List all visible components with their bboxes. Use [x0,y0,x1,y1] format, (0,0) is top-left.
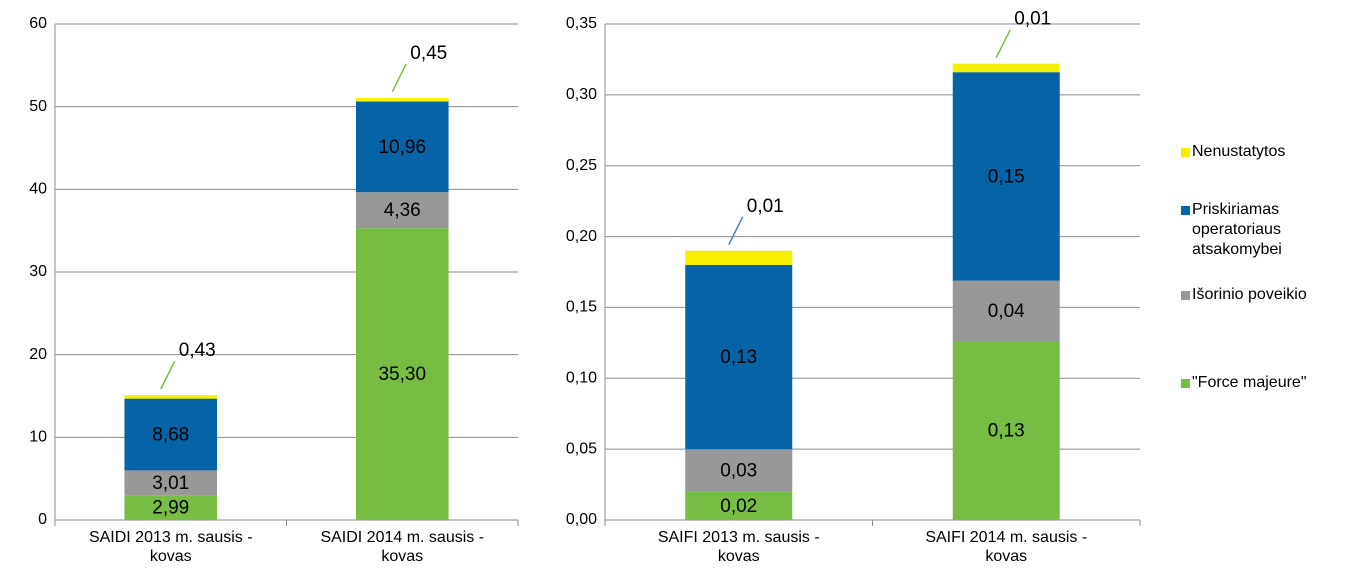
leader-line [728,216,744,246]
bar-segment [355,101,449,193]
leader-line [995,29,1011,59]
y-tick-label: 0,15 [566,299,597,316]
x-tick-label: SAIFI 2013 m. sausis - kovas [657,529,820,565]
bar-segment [124,495,218,520]
data-label: 0,01 [1014,9,1051,30]
y-tick-label: 0,25 [566,157,597,174]
data-label: 0,45 [410,43,447,64]
x-tick-label: SAIFI 2014 m. sausis - kovas [925,529,1088,565]
y-tick-label: 0,30 [566,86,597,103]
bar-segment [124,398,218,471]
x-tick-label: SAIDI 2013 m. sausis - kovas [88,529,253,565]
bar-segment [124,395,218,399]
bar-segment [685,264,793,450]
legend-swatch [1181,148,1190,157]
y-tick-label: 0,05 [566,440,597,457]
leader-line [391,63,407,93]
legend-swatch [1181,206,1190,215]
data-label: 0,43 [179,340,216,361]
data-label: 35,30 [378,364,426,385]
y-tick-label: 30 [29,263,47,280]
y-tick-label: 10 [29,429,47,446]
data-label: 4,36 [384,200,421,221]
legend-label: Išorinio poveikio [1192,286,1307,303]
y-tick-label: 0,35 [566,15,597,32]
x-tick-label: SAIDI 2014 m. sausis - kovas [320,529,485,565]
legend-swatch [1181,291,1190,300]
data-label: 0,13 [988,421,1025,442]
data-label: 8,68 [152,425,189,446]
bar-segment [355,192,449,229]
y-tick-label: 0,20 [566,228,597,245]
bar-segment [952,63,1060,73]
data-label: 3,01 [152,473,189,494]
y-tick-label: 20 [29,346,47,363]
data-label: 0,04 [988,301,1025,322]
data-label: 0,01 [747,196,784,217]
data-label: 0,03 [720,460,757,481]
legend-swatch [1181,379,1190,388]
bar-segment [952,72,1060,281]
data-label: 2,99 [152,498,189,519]
y-tick-label: 0,00 [566,511,597,528]
legend-label: Nenustatytos [1192,143,1286,160]
bar-segment [355,97,449,102]
leader-line [160,360,176,390]
data-label: 0,13 [720,347,757,368]
bar-segment [952,341,1060,520]
bar-segment [355,228,449,521]
bar-segment [685,250,793,265]
data-label: 0,02 [720,496,757,517]
data-label: 0,15 [988,166,1025,187]
y-tick-label: 0,10 [566,370,597,387]
y-tick-label: 0 [38,511,47,528]
y-tick-label: 40 [29,181,47,198]
y-tick-label: 50 [29,98,47,115]
y-tick-label: 60 [29,15,47,32]
bar-segment [685,491,793,520]
bar-segment [124,470,218,496]
legend-label: Priskiriamas operatoriaus atsakomybei [1192,201,1282,258]
legend-label: "Force majeure" [1192,374,1307,391]
bar-segment [685,449,793,492]
bar-segment [952,280,1060,342]
data-label: 10,96 [378,137,426,158]
